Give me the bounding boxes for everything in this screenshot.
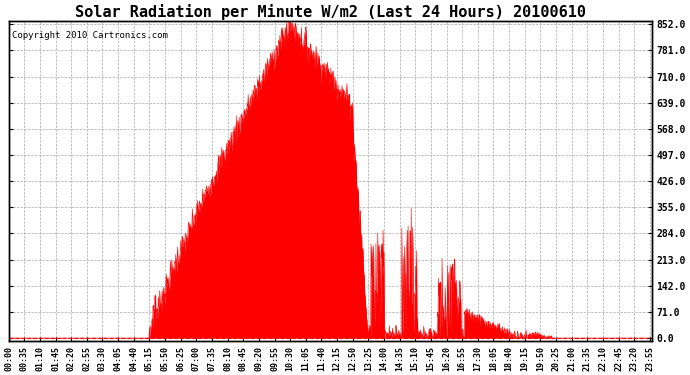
Text: Copyright 2010 Cartronics.com: Copyright 2010 Cartronics.com (12, 31, 168, 40)
Title: Solar Radiation per Minute W/m2 (Last 24 Hours) 20100610: Solar Radiation per Minute W/m2 (Last 24… (75, 4, 586, 20)
